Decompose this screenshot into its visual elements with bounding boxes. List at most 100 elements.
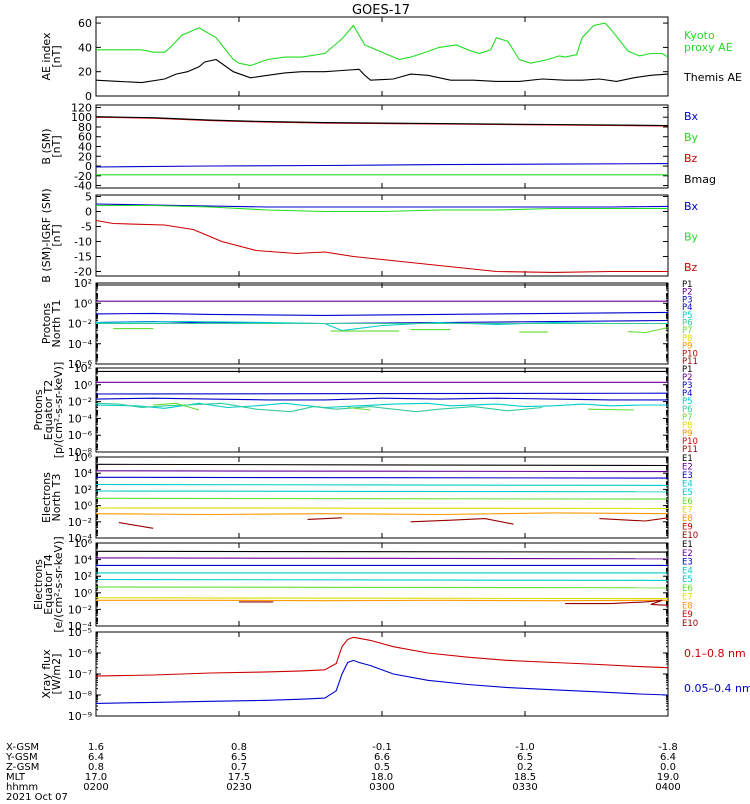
series-line-e6 bbox=[96, 587, 668, 588]
y-axis-label: [W/m2] bbox=[50, 654, 63, 695]
series-line-p3 bbox=[96, 393, 668, 394]
y-axis-label: North T3 bbox=[50, 474, 63, 522]
panel-frame bbox=[96, 17, 668, 96]
ephemeris-value: 0200 bbox=[83, 782, 108, 793]
series-line-e9 bbox=[599, 518, 668, 521]
series-line-p4 bbox=[96, 398, 668, 400]
series-line-p3 bbox=[96, 312, 668, 315]
series-line-bx bbox=[96, 164, 668, 167]
series-line-e3 bbox=[96, 477, 668, 478]
series-group bbox=[96, 23, 668, 83]
y-tick-label: 10² bbox=[74, 483, 92, 496]
series-line-bmag bbox=[96, 117, 668, 126]
y-tick-label: 10² bbox=[74, 570, 92, 583]
panel-frame bbox=[96, 368, 668, 452]
y-tick-label: 10⁰ bbox=[74, 297, 93, 310]
legend-label: E10 bbox=[682, 619, 698, 629]
legend-label: By bbox=[684, 131, 699, 144]
panel-frame bbox=[96, 457, 668, 538]
y-tick-label: 10⁻⁷ bbox=[68, 668, 92, 681]
y-tick-label: -5 bbox=[81, 221, 92, 234]
series-line-e9 bbox=[308, 518, 342, 520]
chart-title: GOES-17 bbox=[352, 3, 410, 18]
y-tick-label: 10⁴ bbox=[74, 467, 93, 480]
y-tick-label: 20 bbox=[78, 66, 92, 79]
y-tick-label: 60 bbox=[78, 17, 92, 30]
y-tick-label: 10⁰ bbox=[74, 587, 93, 600]
date-label: 2021 Oct 07 bbox=[6, 792, 68, 800]
y-tick-label: 10⁻⁸ bbox=[68, 689, 93, 702]
y-tick-label: 120 bbox=[71, 101, 92, 114]
series-line-e1 bbox=[96, 464, 668, 465]
series-line-p7 bbox=[588, 409, 634, 410]
series-line-e2 bbox=[96, 471, 668, 472]
series-group bbox=[96, 464, 668, 528]
y-tick-label: 10² bbox=[74, 277, 92, 290]
series-line-bz bbox=[96, 221, 668, 273]
y-tick-label: 10⁻⁶ bbox=[68, 429, 93, 442]
y-tick-label: 0 bbox=[85, 206, 92, 219]
legend-label: Themis AE bbox=[683, 71, 742, 84]
legend-label: proxy AE bbox=[684, 41, 733, 54]
series-line-p7 bbox=[628, 328, 668, 333]
legend-label: 0.05–0.4 nm bbox=[684, 682, 750, 695]
series-line-kyoto-proxy-ae bbox=[96, 23, 668, 66]
y-tick-label: 10⁻⁵ bbox=[68, 626, 92, 639]
legend-label: 0.1–0.8 nm bbox=[684, 647, 746, 660]
series-line-e8 bbox=[96, 513, 668, 515]
ephemeris-value: 0400 bbox=[655, 782, 680, 793]
series-line-e4 bbox=[96, 485, 668, 486]
y-tick-label: 10⁻⁴ bbox=[68, 338, 93, 351]
y-tick-label: 10⁻⁹ bbox=[68, 710, 92, 723]
y-tick-label: 10⁶ bbox=[74, 537, 93, 550]
series-line-e5 bbox=[96, 491, 668, 492]
series-line-e5 bbox=[96, 580, 668, 581]
series-line-e7 bbox=[96, 598, 668, 599]
legend-label: Bx bbox=[684, 200, 699, 213]
y-tick-label: 10⁶ bbox=[74, 451, 93, 464]
series-group bbox=[96, 637, 668, 703]
series-group bbox=[96, 371, 668, 411]
legend-label: Bz bbox=[684, 152, 698, 165]
series-line-e6 bbox=[96, 498, 668, 499]
series-line-by bbox=[96, 206, 668, 212]
y-tick-label: -15 bbox=[74, 251, 92, 264]
y-tick-label: 10⁻² bbox=[68, 516, 92, 529]
series-group bbox=[96, 285, 668, 333]
series-line-e9 bbox=[119, 523, 153, 529]
y-tick-label: 10⁻² bbox=[68, 603, 92, 616]
y-axis-label: [e/(cm²-s-sr-keV)] bbox=[52, 536, 65, 632]
series-group bbox=[96, 204, 668, 272]
ephemeris-value: 0230 bbox=[226, 782, 251, 793]
y-tick-label: 10⁻² bbox=[68, 318, 92, 331]
y-axis-label: North T1 bbox=[50, 300, 63, 348]
y-tick-label: 10⁻⁶ bbox=[68, 647, 93, 660]
y-tick-label: 10² bbox=[74, 362, 92, 375]
series-line-e1 bbox=[96, 551, 668, 552]
y-tick-label: 10⁴ bbox=[74, 554, 93, 567]
y-tick-label: 10⁻² bbox=[68, 396, 92, 409]
series-line-0-05-0-4-nm bbox=[96, 660, 668, 703]
series-group bbox=[96, 551, 668, 605]
y-axis-label: [nT] bbox=[50, 45, 63, 67]
y-axis-label: [nT] bbox=[50, 135, 63, 157]
series-group bbox=[96, 117, 668, 175]
y-tick-label: 10⁻⁴ bbox=[68, 412, 93, 425]
legend-label: Bmag bbox=[684, 173, 716, 186]
series-line-e2 bbox=[96, 558, 668, 559]
legend-label: Bz bbox=[684, 261, 698, 274]
ephemeris-value: 0330 bbox=[512, 782, 537, 793]
series-line-themis-ae bbox=[96, 60, 668, 83]
y-tick-label: 40 bbox=[78, 41, 92, 54]
